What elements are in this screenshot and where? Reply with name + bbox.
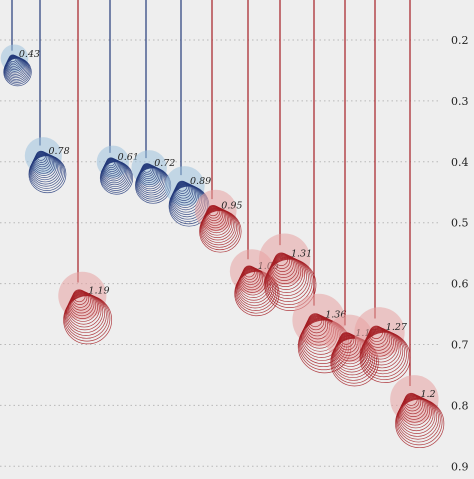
spiral-ring — [360, 331, 407, 378]
spiral-ring — [63, 295, 113, 345]
spiral-ring — [203, 207, 231, 236]
spiral-ring — [67, 292, 100, 325]
spiral-ring — [3, 57, 32, 87]
spiral-ring — [199, 210, 242, 253]
spiral-ring — [364, 328, 396, 360]
spiral-ring — [363, 329, 400, 366]
spiral-ring — [201, 208, 236, 243]
data-point: 0.61 — [96, 0, 139, 195]
spiral-ring — [265, 258, 313, 305]
spiral-ring — [234, 270, 278, 314]
value-label: 1.31 — [291, 249, 312, 260]
value-label: 0.95 — [221, 200, 242, 211]
spiral-ring — [266, 257, 309, 299]
spiral-ring — [203, 207, 230, 234]
spiral-ring — [68, 292, 98, 322]
data-point: 0.78 — [24, 0, 70, 194]
value-label: 1.2 — [420, 389, 435, 400]
spiral-ring — [99, 161, 134, 195]
spiral-ring — [235, 270, 277, 311]
spiral-ring — [28, 155, 67, 194]
value-label: 0.72 — [154, 158, 175, 169]
spiral-ring — [266, 257, 311, 302]
data-point: 0.43 — [0, 0, 40, 87]
spiral-ring — [269, 255, 302, 287]
spiral-ring — [399, 396, 432, 429]
data-point: 1.27 — [354, 0, 411, 383]
spiral-ring — [395, 398, 445, 449]
spiral-ring — [204, 207, 228, 231]
spiral-ring — [269, 255, 304, 290]
data-point: 1.31 — [258, 0, 317, 311]
spiral-ring — [399, 396, 434, 432]
spiral-ring — [201, 208, 234, 241]
spiral-ring — [200, 209, 237, 246]
spiral-ring — [239, 267, 265, 293]
spiral-ring — [236, 269, 273, 306]
y-tick-label: 0.2 — [451, 34, 469, 47]
spiral-ring — [68, 291, 97, 319]
spiral-ring — [264, 258, 317, 311]
spiral-ring — [67, 293, 102, 328]
spiral-ring — [331, 337, 376, 381]
value-label: 0.78 — [48, 146, 69, 157]
spiral-ring — [400, 395, 431, 426]
spiral-ring — [236, 269, 275, 309]
y-tick-label: 0.5 — [451, 217, 469, 230]
spiral-ring — [395, 398, 443, 446]
spiral-ring — [400, 395, 429, 423]
spiral-ring — [66, 293, 104, 331]
data-point: 0.89 — [164, 0, 211, 227]
value-label: 1.19 — [88, 285, 109, 296]
spiral-ring — [365, 328, 394, 357]
spiral-ring — [360, 331, 409, 381]
spiral-ring — [237, 268, 270, 301]
value-label: 0.89 — [190, 176, 211, 187]
spiral-ring — [65, 294, 107, 336]
value-label: 1.27 — [386, 322, 408, 333]
data-marks: 0.430.780.610.720.891.190.951.051.311.36… — [0, 0, 445, 449]
spiral-ring — [270, 255, 300, 284]
spiral-ring — [331, 337, 377, 384]
value-label: 1.36 — [325, 310, 346, 321]
spiral-ring — [268, 256, 306, 293]
y-tick-label: 0.4 — [451, 156, 469, 169]
y-tick-label: 0.7 — [451, 339, 469, 352]
y-tick-label: 0.8 — [451, 399, 469, 412]
spiral-ring — [364, 329, 398, 363]
spiral-ring — [65, 293, 105, 334]
spiral-ring — [396, 398, 441, 443]
value-label: 0.61 — [118, 152, 139, 163]
spiral-ring — [397, 397, 439, 440]
y-tick-label: 0.3 — [451, 95, 469, 108]
spiral-ring — [397, 397, 438, 437]
data-point: 1.19 — [58, 0, 113, 345]
y-tick-label: 0.9 — [451, 460, 469, 473]
spiral-ring — [200, 209, 239, 248]
data-point: 0.72 — [131, 0, 175, 204]
data-point: 1.2 — [390, 0, 445, 449]
spiral-ring — [199, 209, 240, 251]
grid-lines — [0, 39, 440, 467]
y-axis-ticks: 0.2 0.3 0.4 0.5 0.6 0.7 0.8 0.9 — [451, 34, 469, 473]
spiral-ring — [202, 208, 233, 238]
spiral-ring — [267, 256, 307, 296]
y-tick-label: 0.6 — [451, 278, 469, 291]
spiral-ring — [362, 329, 402, 369]
spiral-ring — [362, 330, 404, 372]
spiral-ring — [63, 295, 111, 342]
value-label: 0.43 — [19, 49, 40, 60]
spiral-ring — [398, 396, 436, 434]
spiral-ring — [361, 330, 406, 375]
data-point: 0.95 — [194, 0, 242, 253]
spiral-ring — [64, 294, 109, 339]
